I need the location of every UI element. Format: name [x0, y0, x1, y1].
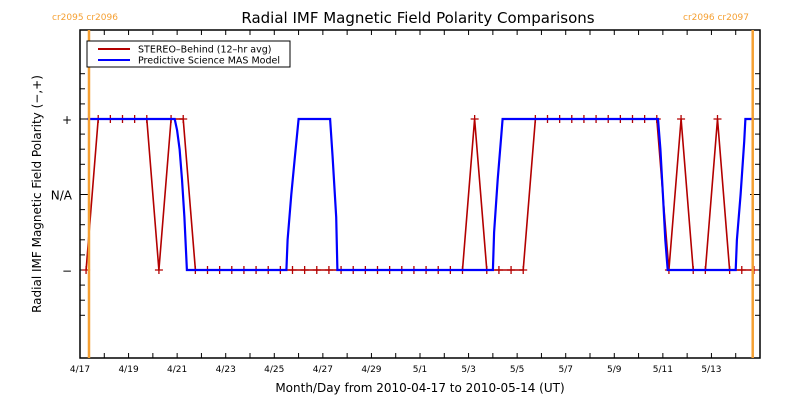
carrington-label: cr2096 cr2097 — [683, 13, 749, 23]
x-tick-label: 4/19 — [118, 365, 138, 375]
series-mas-model — [87, 117, 753, 272]
data-point-marker — [713, 115, 722, 123]
x-axis-label: Month/Day from 2010-04-17 to 2010-05-14 … — [275, 381, 564, 395]
y-tick-label: − — [62, 264, 72, 278]
x-tick-label: 4/21 — [167, 365, 187, 375]
x-tick-label: 4/27 — [313, 365, 333, 375]
y-tick-label: + — [62, 113, 72, 127]
chart-title: Radial IMF Magnetic Field Polarity Compa… — [241, 9, 594, 27]
carrington-label: cr2095 cr2096 — [52, 13, 118, 23]
data-point-marker — [737, 266, 746, 274]
legend-box — [86, 40, 291, 68]
data-point-marker — [154, 266, 163, 274]
data-point-marker — [494, 266, 503, 274]
x-tick-label: 5/9 — [607, 365, 622, 375]
data-point-marker — [324, 266, 333, 274]
x-tick-label: 4/25 — [264, 365, 284, 375]
x-tick-label: 5/1 — [413, 365, 427, 375]
data-point-marker — [507, 266, 516, 274]
data-point-marker — [300, 266, 309, 274]
x-tick-label: 4/29 — [361, 365, 381, 375]
data-point-marker — [288, 266, 297, 274]
x-tick-label: 4/17 — [70, 365, 90, 375]
data-point-marker — [470, 115, 479, 123]
legend-label: Predictive Science MAS Model — [138, 56, 280, 67]
data-point-marker — [677, 115, 686, 123]
series-line — [87, 117, 753, 272]
legend-label: STEREO–Behind (12–hr avg) — [138, 45, 271, 56]
data-point-marker — [519, 266, 528, 274]
x-tick-label: 5/13 — [701, 365, 721, 375]
y-axis-label: Radial IMF Magnetic Field Polarity (−,+) — [30, 75, 44, 313]
x-tick-label: 5/3 — [461, 365, 475, 375]
x-tick-label: 5/5 — [510, 365, 524, 375]
x-tick-label: 5/7 — [558, 365, 572, 375]
data-point-marker — [312, 266, 321, 274]
y-tick-label: N/A — [51, 189, 73, 203]
x-tick-label: 4/23 — [216, 365, 236, 375]
x-tick-label: 5/11 — [653, 365, 673, 375]
data-point-marker — [179, 115, 188, 123]
